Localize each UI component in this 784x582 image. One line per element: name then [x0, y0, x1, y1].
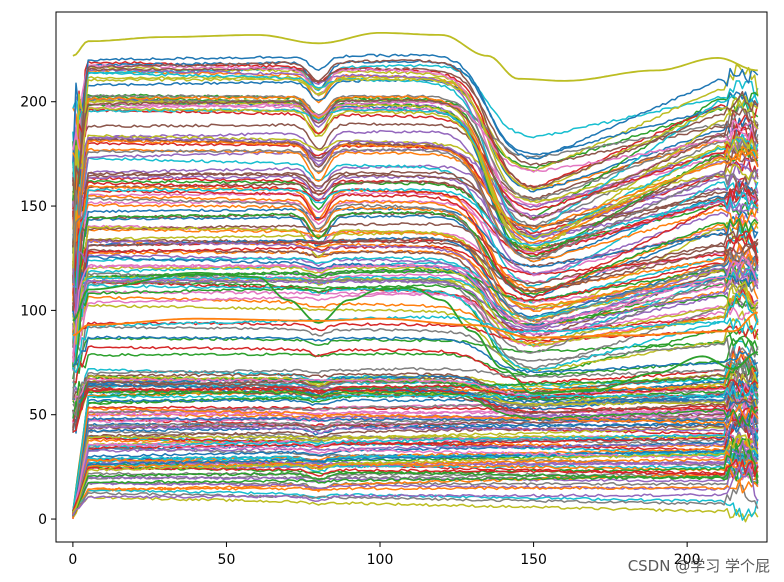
- highlight-series-line: [72, 311, 758, 339]
- series-line: [72, 437, 759, 517]
- series-line: [72, 345, 759, 385]
- y-tick-label: 0: [38, 512, 47, 528]
- series-line: [72, 222, 759, 333]
- series-line: [72, 106, 759, 269]
- series-line: [72, 292, 759, 371]
- series-line: [72, 129, 759, 270]
- series-line: [72, 405, 759, 515]
- series-line: [72, 335, 759, 389]
- x-tick-label: 150: [520, 552, 547, 568]
- series-line: [72, 136, 759, 275]
- series-line: [72, 117, 759, 254]
- series-line: [72, 59, 759, 244]
- series-line: [72, 442, 759, 520]
- series-line: [72, 416, 759, 512]
- series-line: [72, 478, 759, 517]
- series-line: [72, 265, 759, 345]
- y-tick-label: 50: [29, 408, 47, 424]
- y-tick-label: 100: [20, 303, 47, 319]
- series-line: [72, 438, 759, 514]
- series-line: [72, 386, 758, 425]
- series-line: [72, 371, 759, 417]
- series-line: [72, 484, 759, 516]
- series-line: [72, 399, 759, 519]
- series-line: [72, 495, 759, 523]
- series-line: [72, 380, 759, 514]
- series-line: [72, 464, 759, 517]
- series-line: [72, 108, 759, 211]
- series-line: [72, 353, 759, 424]
- x-tick-label: 200: [674, 552, 701, 568]
- series-line: [72, 214, 759, 299]
- series-line: [72, 325, 759, 401]
- series-line: [72, 395, 759, 519]
- series-line: [72, 239, 759, 330]
- series-line: [72, 181, 759, 267]
- series-line: [72, 77, 759, 196]
- series-line: [72, 259, 759, 332]
- plot-area: [72, 32, 759, 523]
- series-line: [72, 220, 759, 302]
- axes-frame: [55, 11, 768, 543]
- series-line: [72, 59, 759, 205]
- y-tick-label: 150: [20, 199, 47, 215]
- x-tick-label: 0: [68, 552, 77, 568]
- series-line: [72, 254, 759, 337]
- series-line: [72, 437, 759, 517]
- series-line: [72, 335, 759, 374]
- highlight-series-line: [72, 271, 758, 395]
- series-line: [72, 53, 759, 164]
- x-tick-label: 100: [367, 552, 394, 568]
- series-line: [72, 277, 759, 354]
- series-line: [72, 401, 759, 514]
- series-line: [72, 94, 759, 254]
- series-line: [72, 225, 758, 310]
- highlight-series-line: [72, 32, 758, 82]
- series-line: [72, 225, 759, 329]
- series-line: [72, 465, 759, 516]
- series-line: [72, 98, 759, 248]
- series-line: [72, 203, 759, 312]
- x-tick-label: 50: [218, 552, 236, 568]
- series-line: [72, 237, 759, 293]
- series-line: [72, 450, 759, 519]
- series-line: [72, 197, 759, 323]
- series-line: [72, 261, 759, 355]
- series-line: [72, 148, 759, 260]
- series-line: [72, 292, 759, 374]
- series-line: [72, 334, 759, 380]
- series-line: [72, 134, 759, 272]
- series-line: [72, 419, 759, 514]
- series-line: [72, 264, 759, 358]
- axes: 0 50 100 150 200 0 50 100 150 200: [20, 11, 768, 568]
- series-line: [72, 148, 759, 278]
- series-line: [72, 187, 759, 288]
- series-line: [72, 433, 759, 514]
- series-line: [72, 384, 759, 512]
- series-line: [72, 255, 759, 363]
- series-line: [72, 174, 759, 312]
- series-line: [72, 101, 759, 173]
- series-line: [72, 421, 759, 513]
- series-line: [72, 453, 759, 512]
- series-line: [72, 256, 759, 347]
- series-line: [72, 194, 759, 297]
- y-tick-label: 200: [20, 95, 47, 111]
- series-line: [72, 389, 759, 427]
- series-line: [72, 108, 759, 241]
- series-line: [72, 283, 759, 372]
- series-line: [72, 303, 759, 372]
- series-line: [72, 357, 759, 417]
- series-line: [72, 210, 759, 295]
- series-line: [72, 442, 759, 518]
- series-line: [72, 452, 758, 514]
- series-line: [72, 420, 759, 513]
- watermark-text: CSDN @学习 学个屁: [627, 557, 770, 575]
- series-line: [72, 434, 759, 513]
- series-line: [72, 379, 759, 433]
- series-line: [72, 139, 759, 263]
